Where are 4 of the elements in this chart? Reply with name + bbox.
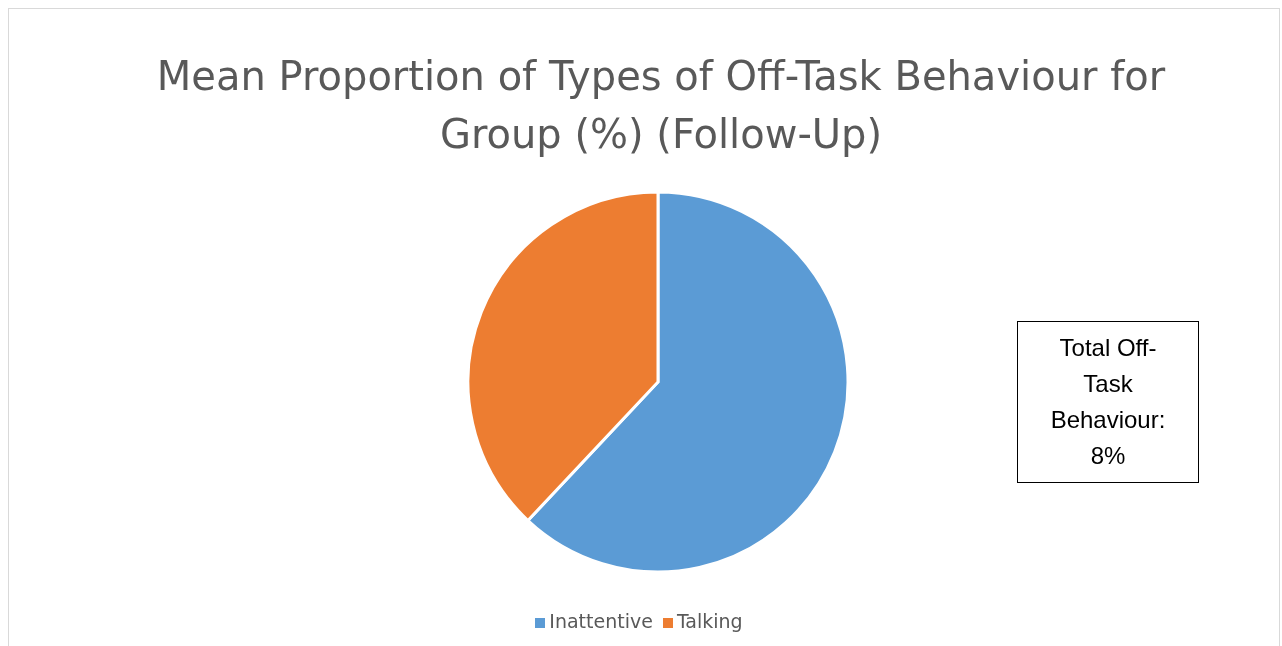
legend-label: Talking bbox=[676, 610, 743, 632]
legend-label: Inattentive bbox=[549, 610, 653, 632]
text: Total Off-Task Behaviour: 8% bbox=[1017, 321, 1199, 483]
chart-title: Mean Proportion of Types of Off-Task Behaviour for Group (%) (Follow-Up) bbox=[155, 52, 1167, 159]
